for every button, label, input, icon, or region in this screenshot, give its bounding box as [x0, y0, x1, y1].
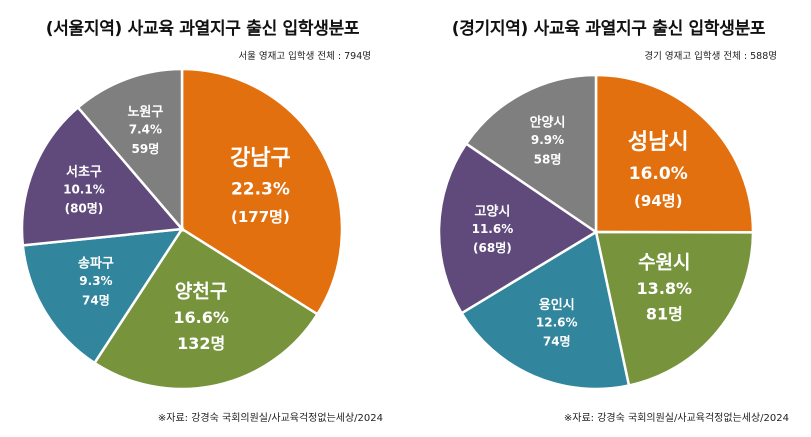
- source-note: ※자료: 강경숙 국회의원실/사교육걱정없는세상/2024: [157, 413, 383, 424]
- slice-count-label: (68명): [473, 241, 512, 255]
- slice-label: 양천구: [175, 281, 227, 303]
- gyeonggi-chart-panel: (경기지역) 사교육 과열지구 출신 입학생분포 경기 영재고 입학생 전체 :…: [406, 0, 811, 437]
- source-note: ※자료: 강경숙 국회의원실/사교육걱정없는세상/2024: [563, 413, 789, 424]
- slice-label: 안양시: [530, 115, 566, 131]
- slice-percent-label: 13.8%: [637, 279, 693, 298]
- pie-slice: [437, 141, 599, 315]
- slice-percent-label: 12.6%: [536, 316, 578, 330]
- slice-label: 강남구: [230, 146, 291, 171]
- pie-slice: [21, 227, 185, 365]
- slice-label: 서초구: [66, 165, 102, 180]
- slice-label: 고양시: [474, 204, 510, 219]
- slice-percent-label: 11.6%: [472, 222, 514, 236]
- seoul-chart-panel: (서울지역) 사교육 과열지구 출신 입학생분포 서울 영재고 입학생 전체 :…: [0, 0, 405, 437]
- slice-percent-label: 7.4%: [129, 123, 162, 137]
- slice-label: 송파구: [78, 257, 114, 272]
- pie-slice: [594, 230, 755, 387]
- slice-count-label: 132명: [177, 334, 225, 353]
- slice-percent-label: 9.3%: [79, 274, 112, 288]
- slice-count-label: 59명: [132, 142, 160, 156]
- slice-percent-label: 22.3%: [231, 180, 290, 200]
- slice-count-label: 74명: [82, 293, 110, 307]
- slice-count-label: 58명: [534, 152, 562, 166]
- slice-percent-label: 16.0%: [629, 164, 688, 184]
- slice-label: 노원구: [127, 105, 163, 120]
- pie-slice: [459, 230, 631, 391]
- gyeonggi-pie-chart: 성남시 16.0% (94명) 수원시 13.8% 81명 용인시 12.6% 74명 고양시 11…: [437, 73, 755, 391]
- chart-title: (경기지역) 사교육 과열지구 출신 입학생분포: [451, 19, 766, 39]
- slice-count-label: (94명): [634, 192, 682, 210]
- seoul-pie-chart: 강남구 22.3% (177명) 양천구 16.6% 132명 송파구 9.3% 74명 서초구 1…: [20, 67, 344, 391]
- pie-slice: [92, 227, 320, 391]
- pie-slice: [464, 73, 598, 235]
- slice-percent-label: 16.6%: [173, 308, 229, 327]
- pie-slice: [594, 73, 755, 234]
- slice-count-label: (177명): [231, 208, 290, 226]
- slice-percent-label: 9.9%: [531, 133, 564, 147]
- pie-slice: [76, 67, 184, 233]
- slice-label: 용인시: [539, 297, 575, 313]
- slice-count-label: (80명): [65, 202, 104, 216]
- slice-label: 성남시: [628, 130, 689, 155]
- chart-subtitle: 서울 영재고 입학생 전체 : 794명: [238, 51, 371, 62]
- slice-count-label: 81명: [646, 305, 683, 324]
- slice-count-label: 74명: [543, 335, 571, 349]
- pie-slice: [20, 105, 185, 247]
- slice-label: 수원시: [638, 251, 690, 273]
- chart-subtitle: 경기 영재고 입학생 전체 : 588명: [644, 51, 777, 62]
- slice-percent-label: 10.1%: [63, 183, 105, 197]
- chart-title: (서울지역) 사교육 과열지구 출신 입학생분포: [45, 19, 360, 39]
